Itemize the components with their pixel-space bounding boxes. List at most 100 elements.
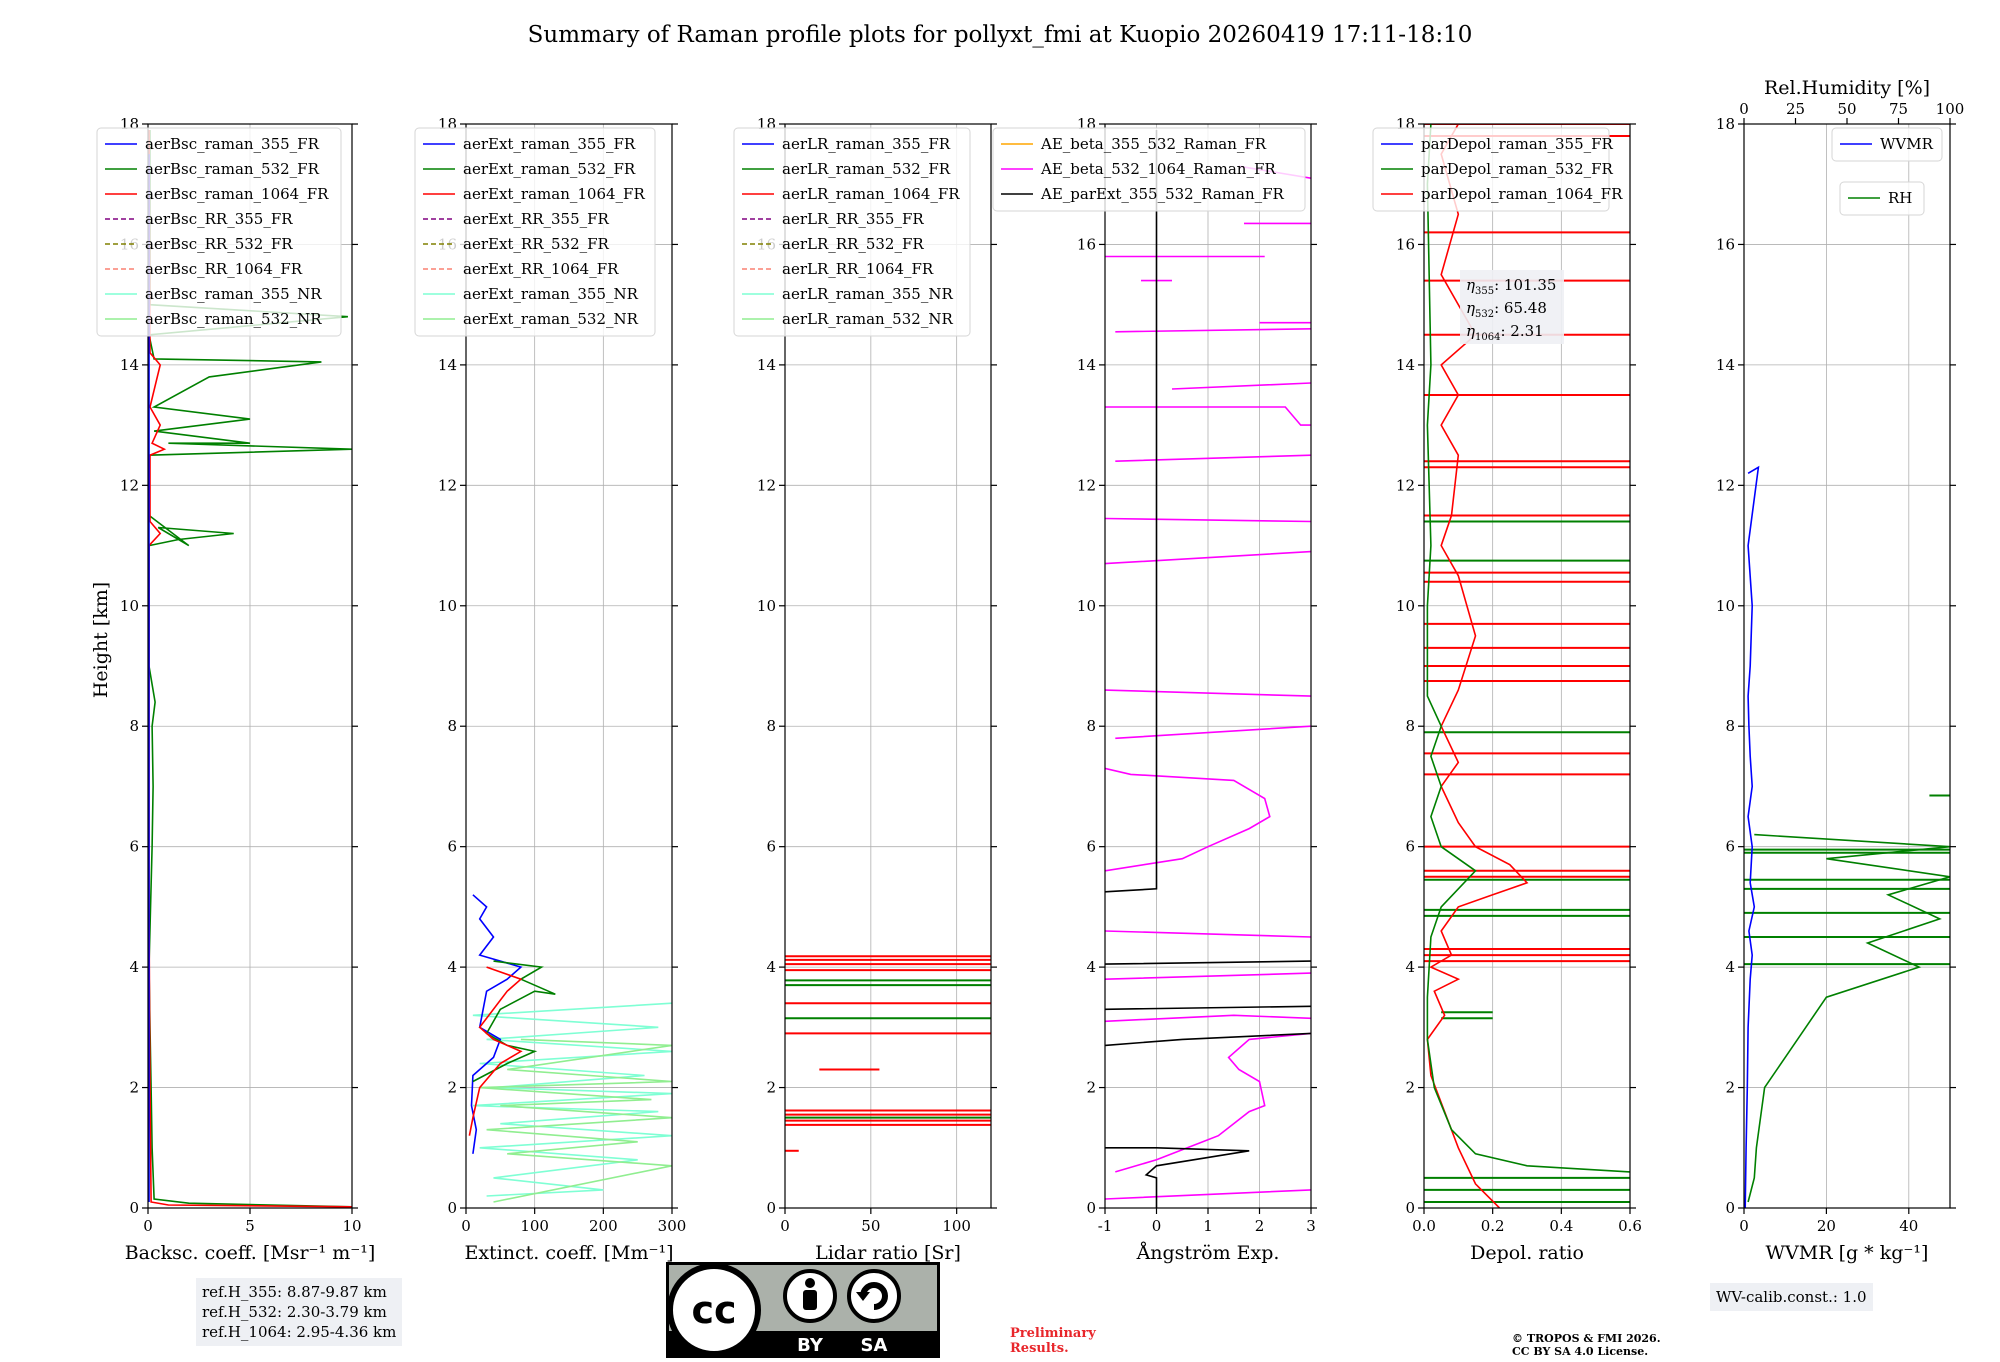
axes-frame [465, 123, 673, 1209]
eta-value: : 101.35 [1494, 276, 1556, 294]
y-tick-label: 4 [129, 958, 139, 976]
copyright-line-2: CC BY SA 4.0 License. [1512, 1345, 1649, 1358]
x-axis-label: Backsc. coeff. [Msr⁻¹ m⁻¹] [125, 1242, 376, 1264]
copyright-note: © TROPOS & FMI 2026. CC BY SA 4.0 Licens… [1512, 1332, 1661, 1358]
x-tick-label: 40 [1899, 1217, 1918, 1235]
legend-label: aerBsc_raman_355_NR [145, 285, 322, 303]
eta-subscript: 355 [1475, 286, 1494, 297]
ref-height-355: ref.H_355: 8.87-9.87 km [202, 1283, 387, 1301]
legend-label: aerBsc_raman_532_FR [145, 160, 320, 178]
wv-calib-box: WV-calib.const.: 1.0 [1710, 1283, 1873, 1311]
legend-label: aerExt_raman_355_FR [463, 135, 636, 153]
x-tick-label: 2 [1255, 1217, 1265, 1235]
eta-annotation-line: η532: 65.48 [1466, 299, 1547, 320]
y-tick-label: 10 [120, 597, 139, 615]
legend-label: AE_beta_532_1064_Raman_FR [1040, 160, 1276, 178]
y-tick-label: 12 [1077, 476, 1096, 494]
legend-box [96, 127, 342, 337]
y-tick-label: 14 [757, 356, 776, 374]
sa-arrow-arc [860, 1282, 888, 1310]
y-tick-label: 2 [766, 1079, 776, 1097]
y-tick-label: 14 [1396, 356, 1415, 374]
legend-label: parDepol_raman_532_FR [1421, 160, 1614, 178]
y-tick-label: 4 [1725, 958, 1735, 976]
x-tick-label: 100 [520, 1217, 549, 1235]
figure-title: Summary of Raman profile plots for polly… [527, 22, 1473, 48]
series-aerExt_raman_355_NR [472, 1002, 672, 1197]
y-tick-label: 14 [120, 356, 139, 374]
x-axis-label: Lidar ratio [Sr] [815, 1242, 961, 1264]
y-tick-label: 6 [1405, 838, 1415, 856]
series-AE_beta_532_1064_Raman_FR [1105, 165, 1311, 1200]
x-tick-label: 3 [1306, 1217, 1316, 1235]
axes-frame [784, 123, 992, 1209]
legend-label: parDepol_raman_1064_FR [1421, 185, 1623, 203]
y-tick-label: 16 [1716, 235, 1735, 253]
x-axis-label: Extinct. coeff. [Mm⁻¹] [464, 1242, 673, 1264]
series-parDepol_raman_1064_FR [1426, 124, 1529, 1208]
y-tick-label: 0 [129, 1199, 139, 1217]
legend-label: aerBsc_RR_1064_FR [145, 260, 303, 278]
x-tick-label: 0 [1739, 1217, 1749, 1235]
by-label: BY [797, 1335, 824, 1356]
x-tick-label: 10 [342, 1217, 361, 1235]
x-tick-label: 1 [1203, 1217, 1213, 1235]
x2-tick-label: 100 [1936, 100, 1965, 118]
x-tick-label: 0 [461, 1217, 471, 1235]
legend-label: aerLR_RR_1064_FR [782, 260, 934, 278]
series-aerBsc_raman_1064_FR [148, 129, 352, 1208]
y-tick-label: 10 [1716, 597, 1735, 615]
legend-label: aerLR_raman_1064_FR [782, 185, 960, 203]
y-tick-label: 14 [1716, 356, 1735, 374]
legend-label: aerLR_raman_532_FR [782, 160, 951, 178]
y-tick-label: 8 [447, 717, 457, 735]
y-tick-label: 12 [1396, 476, 1415, 494]
data-layer [785, 955, 991, 1152]
series-WVMR [1744, 465, 1760, 1208]
legend-label: aerLR_raman_532_NR [782, 310, 953, 328]
legend-label: WVMR [1880, 135, 1934, 153]
ref-height-1064: ref.H_1064: 2.95-4.36 km [202, 1323, 397, 1341]
y-tick-label: 2 [447, 1079, 457, 1097]
data-layer [468, 894, 672, 1203]
y-tick-label: 0 [1725, 1199, 1735, 1217]
eta-symbol: η [1466, 299, 1475, 317]
legend-label: aerLR_raman_355_FR [782, 135, 951, 153]
axes-frame [1743, 123, 1951, 1209]
x-tick-label: 50 [861, 1217, 880, 1235]
ref-height-532: ref.H_532: 2.30-3.79 km [202, 1303, 387, 1321]
x-tick-label: 0 [780, 1217, 790, 1235]
y-tick-label: 6 [129, 838, 139, 856]
y-tick-label: 16 [1077, 235, 1096, 253]
y-tick-label: 2 [1405, 1079, 1415, 1097]
x2-tick-label: 75 [1889, 100, 1908, 118]
cc-by-sa-badge: cc BY SA [666, 1262, 940, 1358]
eta-value: : 65.48 [1494, 299, 1547, 317]
x-axis-label: Ångström Exp. [1136, 1242, 1280, 1264]
series-aerExt_raman_532_NR [479, 1038, 672, 1203]
panel-lr: 024681012141618050100Lidar ratio [Sr]aer… [733, 115, 997, 1264]
legend-box [414, 127, 656, 337]
x-tick-label: 0 [1152, 1217, 1162, 1235]
legend-label: aerExt_RR_1064_FR [463, 260, 619, 278]
legend-label: RH [1888, 189, 1912, 207]
x-tick-label: 300 [658, 1217, 687, 1235]
legend-label: AE_beta_355_532_Raman_FR [1040, 135, 1267, 153]
x-axis-label: Depol. ratio [1470, 1242, 1584, 1264]
y-tick-label: 2 [1086, 1079, 1096, 1097]
y-tick-label: 10 [438, 597, 457, 615]
y-tick-label: 12 [1716, 476, 1735, 494]
y-tick-label: 14 [438, 356, 457, 374]
y-tick-label: 0 [1405, 1199, 1415, 1217]
y-tick-label: 16 [1396, 235, 1415, 253]
legend-box [992, 127, 1306, 212]
legend-label: aerExt_raman_355_NR [463, 285, 639, 303]
legend-label: aerBsc_RR_532_FR [145, 235, 293, 253]
x-tick-label: 100 [942, 1217, 971, 1235]
legend-label: aerBsc_raman_532_NR [145, 310, 322, 328]
y-tick-label: 2 [1725, 1079, 1735, 1097]
y-tick-label: 18 [1716, 115, 1735, 133]
